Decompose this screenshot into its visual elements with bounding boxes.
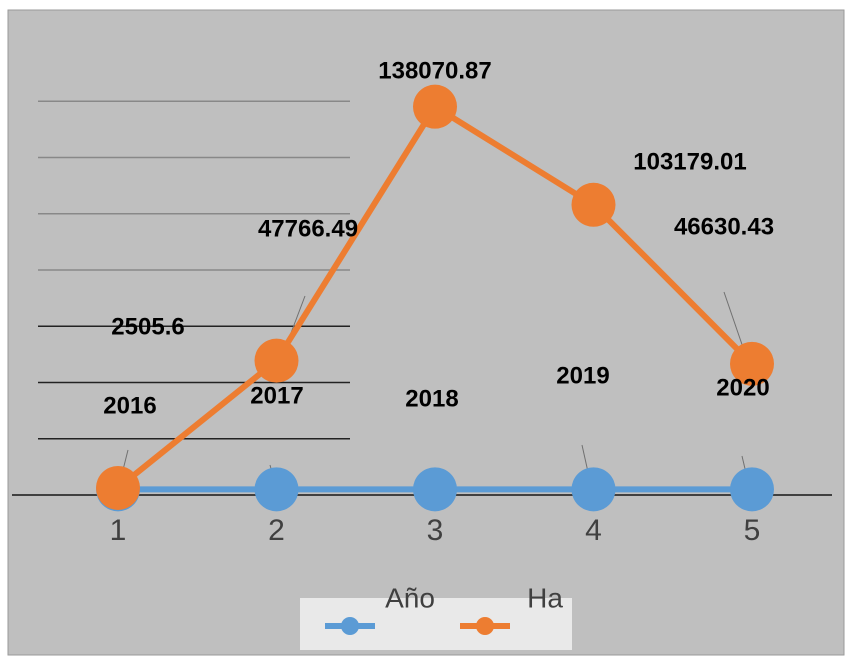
data-point [571,182,616,227]
legend-marker [476,617,494,635]
data-point [254,338,299,383]
data-point [96,465,140,510]
data-label: 103179.01 [633,148,746,175]
data-label: 47766.49 [258,215,358,242]
data-point [254,467,299,512]
data-label: 2020 [716,374,769,401]
x-tick-label: 2 [268,514,285,547]
data-point [730,467,774,512]
data-point [571,467,616,512]
x-tick-label: 5 [744,514,761,547]
legend-marker [341,617,359,635]
data-label: 2017 [250,382,303,409]
data-label: 2019 [556,362,609,389]
legend-label: Año [385,582,435,613]
data-point [413,84,457,129]
data-label: 2016 [103,392,156,419]
x-tick-label: 3 [427,514,444,547]
data-label: 2505.6 [111,313,184,340]
legend-label: Ha [527,582,563,613]
data-label: 2018 [405,385,458,412]
data-label: 138070.87 [378,57,491,84]
x-tick-label: 1 [110,514,127,547]
x-tick-label: 4 [585,514,602,547]
data-point [413,467,457,512]
data-point [730,341,774,386]
data-label: 46630.43 [674,213,774,240]
